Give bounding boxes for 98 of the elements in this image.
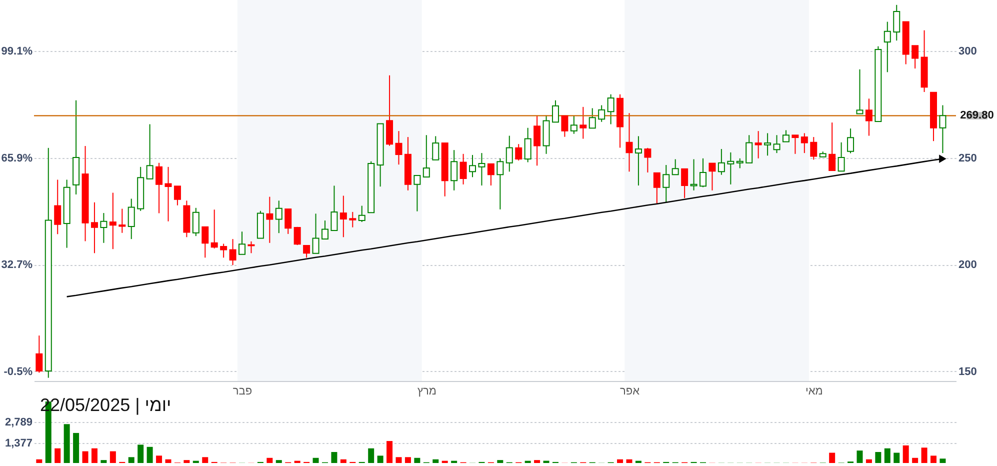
candlestick xyxy=(183,200,190,238)
x-tick-label: אפר xyxy=(620,386,640,398)
bar xyxy=(912,458,918,463)
bar xyxy=(73,432,80,463)
candlestick xyxy=(54,179,62,235)
candlestick xyxy=(450,150,458,191)
candlestick xyxy=(109,192,116,250)
candlestick xyxy=(469,154,476,178)
candlestick xyxy=(340,195,347,238)
candlestick xyxy=(100,212,108,244)
x-tick-label: מרץ xyxy=(417,386,436,398)
x-tick-label: פבר xyxy=(232,386,252,398)
candlestick xyxy=(534,115,541,166)
candlestick xyxy=(266,196,274,244)
ref-line-label: 269.80 xyxy=(960,110,994,122)
bar xyxy=(184,460,190,463)
bar xyxy=(386,441,393,463)
y-tick-label: 99.1% xyxy=(1,46,33,58)
candlestick xyxy=(634,136,642,186)
y-tick-label: 1,377 xyxy=(4,437,32,450)
candlestick xyxy=(82,145,89,242)
bar xyxy=(146,446,153,463)
bar xyxy=(276,460,282,463)
bar xyxy=(902,445,909,463)
bar xyxy=(617,459,624,463)
bar xyxy=(368,448,374,463)
bar xyxy=(54,448,61,463)
y2-tick-label: 200 xyxy=(958,259,977,272)
candlestick xyxy=(72,100,80,195)
y-tick-label: 32.7% xyxy=(1,259,33,272)
candlestick xyxy=(764,132,772,156)
candlestick xyxy=(478,152,486,186)
candlestick xyxy=(580,106,587,140)
bar xyxy=(36,459,42,463)
candlestick xyxy=(865,98,872,136)
bar xyxy=(138,444,144,463)
bar xyxy=(165,459,172,463)
bar xyxy=(312,458,319,463)
candlestick xyxy=(229,238,236,266)
bar xyxy=(340,459,346,463)
bar xyxy=(940,458,946,463)
candlestick xyxy=(754,130,762,159)
bar xyxy=(331,452,338,463)
bar xyxy=(894,452,900,463)
y-tick-label: 65.9% xyxy=(1,152,33,164)
bar xyxy=(875,452,882,463)
candlestick xyxy=(404,136,412,191)
bar xyxy=(866,459,872,463)
bar xyxy=(921,448,928,463)
candlestick xyxy=(164,166,172,222)
bar xyxy=(156,456,162,463)
candlestick xyxy=(460,153,467,185)
x-tick-label: מאי xyxy=(805,386,823,398)
candlestick xyxy=(690,158,698,191)
candlestick xyxy=(598,104,606,122)
candlestick xyxy=(718,148,725,176)
bar xyxy=(534,460,540,463)
bar xyxy=(202,457,208,463)
candlestick xyxy=(128,198,135,240)
bar xyxy=(404,457,411,463)
candlestick xyxy=(920,30,928,92)
bar xyxy=(377,456,384,463)
bar xyxy=(829,452,836,463)
candlestick xyxy=(662,164,670,204)
candlestick xyxy=(939,104,946,154)
bar xyxy=(100,460,107,463)
candlestick xyxy=(626,112,633,172)
bar xyxy=(414,458,420,463)
bar xyxy=(110,451,116,463)
candlestick xyxy=(118,208,126,234)
candlestick xyxy=(90,202,98,254)
y2-tick-label: 150 xyxy=(958,366,977,378)
candlestick xyxy=(275,200,282,234)
bar xyxy=(432,459,439,463)
y-tick-label: 2,789 xyxy=(4,416,32,429)
bar xyxy=(884,448,890,463)
bar xyxy=(497,460,504,463)
y-tick-label: -0.5% xyxy=(4,366,33,378)
bar xyxy=(266,458,273,463)
candlestick xyxy=(884,21,891,73)
bar xyxy=(396,457,402,463)
y2-tick-label: 250 xyxy=(958,152,977,164)
candlestick xyxy=(44,147,52,378)
candlestick xyxy=(395,130,402,166)
candlestick xyxy=(800,132,808,154)
bar xyxy=(930,456,937,463)
candlestick xyxy=(727,152,734,185)
candlestick xyxy=(506,135,513,172)
y2-tick-label: 300 xyxy=(958,46,977,58)
candlestick xyxy=(349,211,356,228)
candlestick xyxy=(893,4,900,42)
bar xyxy=(82,451,88,463)
bar xyxy=(856,450,863,463)
bar xyxy=(626,459,632,463)
candlestick xyxy=(63,179,70,248)
bar xyxy=(91,448,98,463)
bar xyxy=(128,457,134,463)
bar xyxy=(64,424,70,463)
